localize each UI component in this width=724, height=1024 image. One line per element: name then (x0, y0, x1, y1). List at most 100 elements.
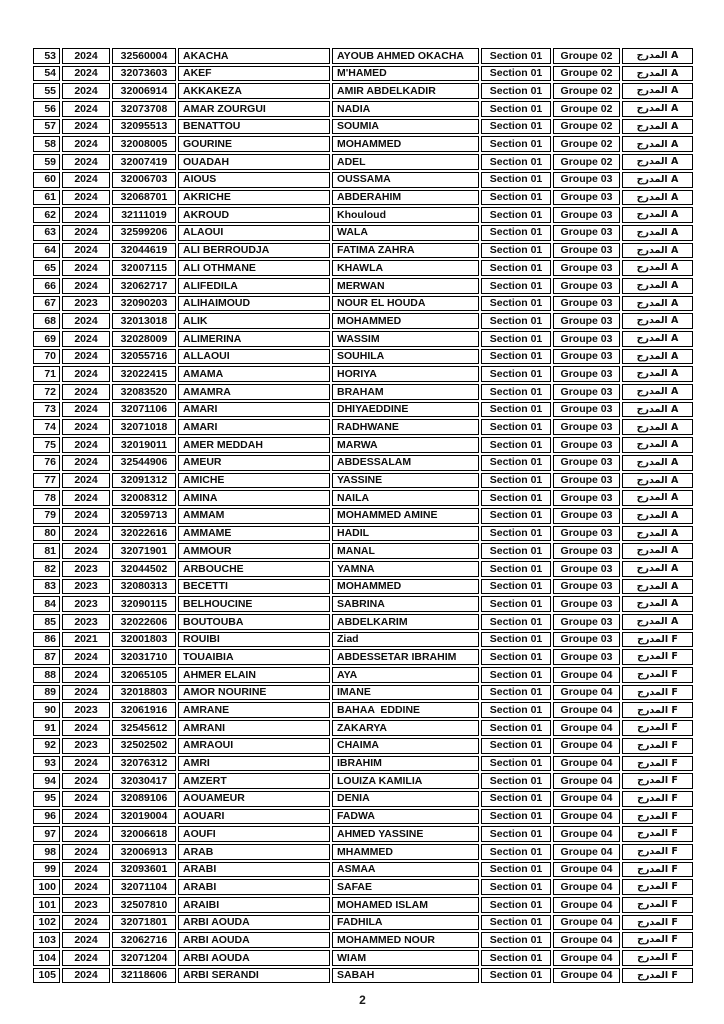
table-row: 100 2024 32071104 ARABI SAFAE Section 01 Group… (33, 879, 693, 895)
table-row: 83 2023 32080313 BECETTI MOHAMMED Section 01 G… (33, 578, 693, 595)
cell-groupe: Groupe 03 (553, 189, 620, 206)
table-row: 102 2024 32071801 ARBI AOUDA FADHILA Section … (33, 914, 693, 931)
cell-year: 2024 (62, 260, 110, 276)
cell-year: 2024 (62, 507, 110, 524)
cell-amphitheater: المدرج F (622, 826, 693, 842)
cell-section: Section 01 (481, 171, 551, 188)
cell-groupe: Groupe 03 (553, 454, 620, 471)
cell-student-id: 32076312 (112, 755, 176, 772)
cell-row-number: 71 (33, 366, 60, 383)
cell-section: Section 01 (481, 154, 551, 170)
cell-groupe: Groupe 04 (553, 843, 620, 860)
cell-first-name: ADEL (332, 154, 479, 170)
table-row: 91 2024 32545612 AMRANI ZAKARYA Section 01 Gro… (33, 720, 693, 736)
cell-first-name: AHMED YASSINE (332, 826, 479, 842)
cell-first-name: HADIL (332, 525, 479, 542)
cell-student-id: 32008005 (112, 136, 176, 153)
cell-row-number: 53 (33, 48, 60, 64)
cell-section: Section 01 (481, 313, 551, 329)
cell-amphitheater: المدرج A (622, 277, 693, 294)
cell-last-name: AMRANE (178, 702, 330, 719)
cell-first-name: MOHAMMED (332, 578, 479, 595)
cell-student-id: 32062716 (112, 932, 176, 949)
table-row: 95 2024 32089106 AOUAMEUR DENIA Section 01 Gro… (33, 790, 693, 807)
cell-row-number: 85 (33, 614, 60, 630)
cell-section: Section 01 (481, 401, 551, 418)
cell-groupe: Groupe 03 (553, 525, 620, 542)
cell-student-id: 32044619 (112, 242, 176, 259)
cell-groupe: Groupe 03 (553, 242, 620, 259)
cell-groupe: Groupe 04 (553, 861, 620, 878)
cell-student-id: 32599206 (112, 224, 176, 241)
cell-first-name: ABDESSALAM (332, 454, 479, 471)
cell-row-number: 73 (33, 401, 60, 418)
cell-year: 2023 (62, 614, 110, 630)
cell-groupe: Groupe 02 (553, 83, 620, 100)
cell-row-number: 68 (33, 313, 60, 329)
cell-last-name: ARBOUCHE (178, 560, 330, 577)
cell-amphitheater: المدرج A (622, 331, 693, 347)
cell-student-id: 32061916 (112, 702, 176, 719)
cell-first-name: NOUR EL HOUDA (332, 295, 479, 312)
cell-amphitheater: المدرج A (622, 507, 693, 524)
cell-section: Section 01 (481, 65, 551, 82)
cell-first-name: ABDERAHIM (332, 189, 479, 206)
cell-groupe: Groupe 03 (553, 437, 620, 453)
cell-student-id: 32544906 (112, 454, 176, 471)
cell-student-id: 32071801 (112, 914, 176, 931)
cell-student-id: 32507810 (112, 897, 176, 913)
cell-year: 2024 (62, 843, 110, 860)
table-row: 78 2024 32008312 AMINA NAILA Section 01 Groupe… (33, 490, 693, 506)
cell-section: Section 01 (481, 331, 551, 347)
table-row: 79 2024 32059713 AMMAM MOHAMMED AMINE Section… (33, 507, 693, 524)
cell-row-number: 93 (33, 755, 60, 772)
student-roster-table: 53 2024 32560004 AKACHA AYOUB AHMED OKACHA Se… (33, 48, 693, 984)
cell-amphitheater: المدرج A (622, 401, 693, 418)
cell-amphitheater: المدرج F (622, 702, 693, 719)
cell-section: Section 01 (481, 118, 551, 135)
table-row: 105 2024 32118606 ARBI SERANDI SABAH Section … (33, 967, 693, 984)
cell-row-number: 97 (33, 826, 60, 842)
cell-groupe: Groupe 04 (553, 755, 620, 772)
cell-student-id: 32071018 (112, 419, 176, 436)
cell-student-id: 32028009 (112, 331, 176, 347)
cell-first-name: ASMAA (332, 861, 479, 878)
cell-section: Section 01 (481, 614, 551, 630)
table-row: 103 2024 32062716 ARBI AOUDA MOHAMMED NOUR Se… (33, 932, 693, 949)
cell-first-name: M'HAMED (332, 65, 479, 82)
table-row: 64 2024 32044619 ALI BERROUDJA FATIMA ZAHRA S… (33, 242, 693, 259)
cell-section: Section 01 (481, 83, 551, 100)
cell-last-name: GOURINE (178, 136, 330, 153)
table-row: 80 2024 32022616 AMMAME HADIL Section 01 Group… (33, 525, 693, 542)
cell-first-name: MANAL (332, 543, 479, 559)
cell-section: Section 01 (481, 189, 551, 206)
table-row: 65 2024 32007115 ALI OTHMANE KHAWLA Section 0… (33, 260, 693, 276)
cell-student-id: 32071106 (112, 401, 176, 418)
table-row: 90 2023 32061916 AMRANE BAHAA EDDINE Section … (33, 702, 693, 719)
cell-first-name: DHIYAEDDINE (332, 401, 479, 418)
cell-amphitheater: المدرج A (622, 419, 693, 436)
cell-amphitheater: المدرج A (622, 384, 693, 400)
cell-year: 2024 (62, 384, 110, 400)
cell-amphitheater: المدرج A (622, 260, 693, 276)
cell-amphitheater: المدرج A (622, 242, 693, 259)
cell-row-number: 90 (33, 702, 60, 719)
cell-amphitheater: المدرج A (622, 118, 693, 135)
cell-first-name: SOUMIA (332, 118, 479, 135)
cell-year: 2024 (62, 525, 110, 542)
cell-row-number: 81 (33, 543, 60, 559)
cell-amphitheater: المدرج A (622, 348, 693, 365)
table-row: 59 2024 32007419 OUADAH ADEL Section 01 Groupe… (33, 154, 693, 170)
cell-first-name: FADWA (332, 808, 479, 825)
cell-row-number: 74 (33, 419, 60, 436)
cell-last-name: AMMAM (178, 507, 330, 524)
cell-year: 2024 (62, 136, 110, 153)
cell-student-id: 32019004 (112, 808, 176, 825)
page-number: 2 (359, 993, 366, 1007)
cell-last-name: BOUTOUBA (178, 614, 330, 630)
cell-last-name: TOUAIBIA (178, 649, 330, 666)
table-row: 76 2024 32544906 AMEUR ABDESSALAM Section 01 G… (33, 454, 693, 471)
cell-groupe: Groupe 03 (553, 596, 620, 612)
cell-last-name: ARABI (178, 879, 330, 895)
cell-last-name: BENATTOU (178, 118, 330, 135)
